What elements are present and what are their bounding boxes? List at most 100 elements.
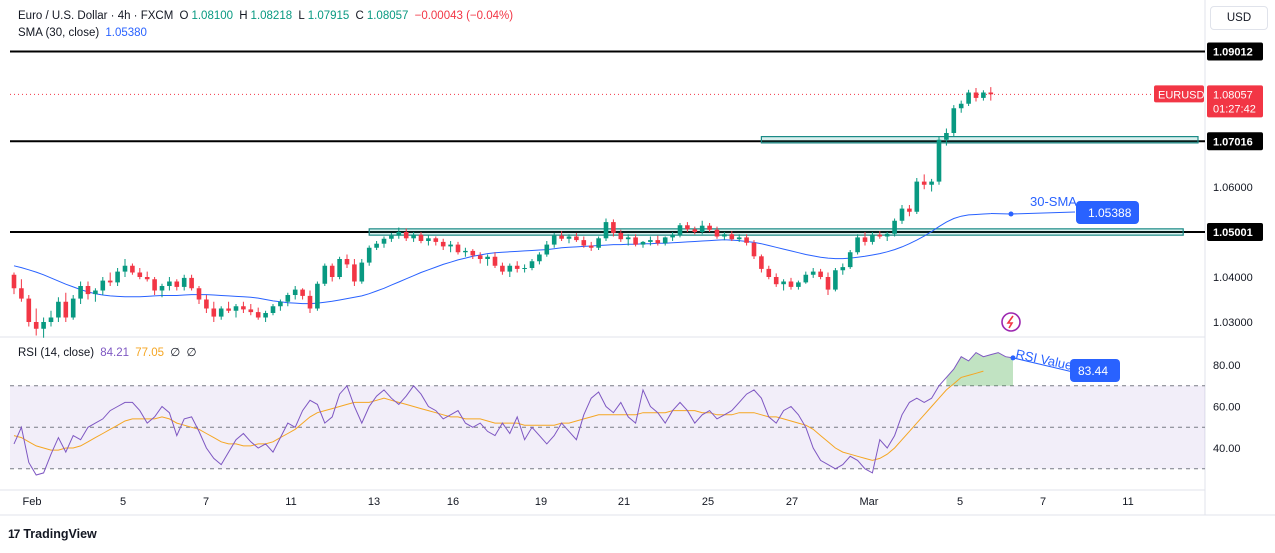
- low-value: 1.07915: [307, 10, 350, 22]
- candle-body: [233, 306, 239, 311]
- candle-body: [122, 265, 128, 272]
- ohlc-legend: Euro / U.S. Dollar · 4h · FXCM O 1.08100 …: [18, 10, 516, 22]
- candle-body: [707, 225, 712, 230]
- candle-body: [352, 264, 357, 282]
- candle-body: [56, 301, 61, 318]
- candle-body: [788, 281, 794, 287]
- candle-body: [581, 240, 587, 246]
- candle-body: [463, 250, 468, 253]
- price-tick-label: 1.04000: [1213, 272, 1253, 284]
- candle-body: [329, 265, 335, 277]
- candle-body: [107, 280, 113, 283]
- candle-body: [507, 265, 513, 272]
- candle-body: [115, 271, 120, 283]
- candle-body: [781, 281, 786, 285]
- sma-annotation-text: 30-SMA: [1030, 194, 1077, 209]
- rsi-ma-line: [13, 370, 984, 461]
- candle-body: [248, 309, 254, 313]
- candle-body: [130, 265, 135, 273]
- candle-body: [951, 108, 957, 133]
- close-value: 1.08057: [366, 10, 409, 22]
- candle-body: [63, 301, 69, 318]
- level-price-tag-label: 1.05001: [1213, 227, 1253, 239]
- candle-body: [618, 232, 624, 240]
- candle-body: [670, 234, 675, 238]
- candle-body: [759, 256, 764, 269]
- tradingview-brand: TradingView: [23, 527, 97, 541]
- candle-body: [877, 234, 883, 237]
- candle-body: [588, 245, 594, 248]
- time-tick-label: 11: [285, 496, 296, 508]
- candle-body: [692, 229, 698, 232]
- level-price-tag: [1207, 222, 1263, 241]
- sma-value: 1.05380: [105, 27, 147, 39]
- time-tick-label: Mar: [860, 496, 879, 508]
- candle-body: [929, 181, 934, 185]
- candle-body: [633, 237, 638, 245]
- candle-body: [300, 289, 305, 296]
- candle-body: [485, 256, 490, 259]
- candle-body: [418, 234, 424, 241]
- candle-body: [137, 272, 143, 277]
- candle-body: [500, 265, 505, 272]
- candle-body: [921, 181, 927, 185]
- high-label: H: [239, 10, 248, 22]
- change-value: −0.00043 (−0.04%): [414, 10, 514, 22]
- candle-body: [840, 267, 846, 271]
- candle-body: [344, 259, 350, 265]
- candle-body: [337, 259, 342, 277]
- candle-body: [744, 237, 749, 243]
- rsi-annotation-badge-value: 83.44: [1078, 364, 1108, 378]
- candle-body: [625, 237, 631, 240]
- candle-body: [33, 322, 39, 329]
- candle-body: [662, 237, 668, 244]
- candle-body: [403, 232, 409, 239]
- candle-body: [477, 255, 483, 259]
- candle-body: [396, 232, 402, 236]
- time-tick-label: 19: [535, 496, 547, 508]
- time-tick-label: 13: [368, 496, 380, 508]
- level-price-tag: [1207, 132, 1263, 151]
- candle-body: [766, 268, 772, 277]
- candle-body: [167, 281, 172, 286]
- candle-body: [958, 103, 964, 109]
- candle-body: [41, 322, 46, 329]
- time-tick-label: 25: [702, 496, 714, 508]
- candle-body: [322, 265, 328, 284]
- candle-body: [11, 274, 17, 289]
- time-tick-label: Feb: [23, 496, 42, 508]
- rsi-annotation-badge: [1070, 359, 1120, 382]
- rsi-legend[interactable]: RSI (14, close) 84.21 77.05 ∅ ∅: [18, 345, 200, 359]
- sma-legend[interactable]: SMA (30, close) 1.05380: [18, 27, 150, 39]
- rsi-overbought-fill: [946, 352, 1013, 386]
- rsi-line: [13, 351, 1014, 476]
- candle-body: [714, 229, 720, 237]
- candle-body: [825, 277, 831, 290]
- candle-body: [255, 312, 261, 318]
- candle-body: [433, 238, 439, 242]
- candle-body: [736, 237, 742, 240]
- candle-body: [773, 277, 779, 285]
- candle-body: [522, 268, 527, 269]
- tradingview-logo[interactable]: 17 TradingView: [8, 527, 97, 541]
- candle-body: [93, 290, 98, 295]
- flash-bolt-icon: [1006, 315, 1014, 329]
- currency-button[interactable]: USD: [1210, 6, 1268, 30]
- time-tick-label: 5: [120, 496, 126, 508]
- open-value: 1.08100: [191, 10, 234, 22]
- candle-body: [537, 254, 542, 262]
- rsi-tick-label: 40.00: [1213, 443, 1241, 455]
- candle-body: [892, 220, 897, 234]
- candle-body: [366, 247, 372, 263]
- candle-body: [181, 277, 187, 287]
- sma-label: SMA (30, close): [18, 27, 100, 39]
- symbol-title: Euro / U.S. Dollar · 4h · FXCM: [18, 10, 174, 22]
- candle-body: [292, 289, 298, 295]
- sma-annotation-badge: [1076, 201, 1139, 224]
- high-value: 1.08218: [250, 10, 293, 22]
- candle-body: [862, 237, 868, 242]
- candle-body: [448, 244, 453, 247]
- price-tick-label: 1.06000: [1213, 182, 1253, 194]
